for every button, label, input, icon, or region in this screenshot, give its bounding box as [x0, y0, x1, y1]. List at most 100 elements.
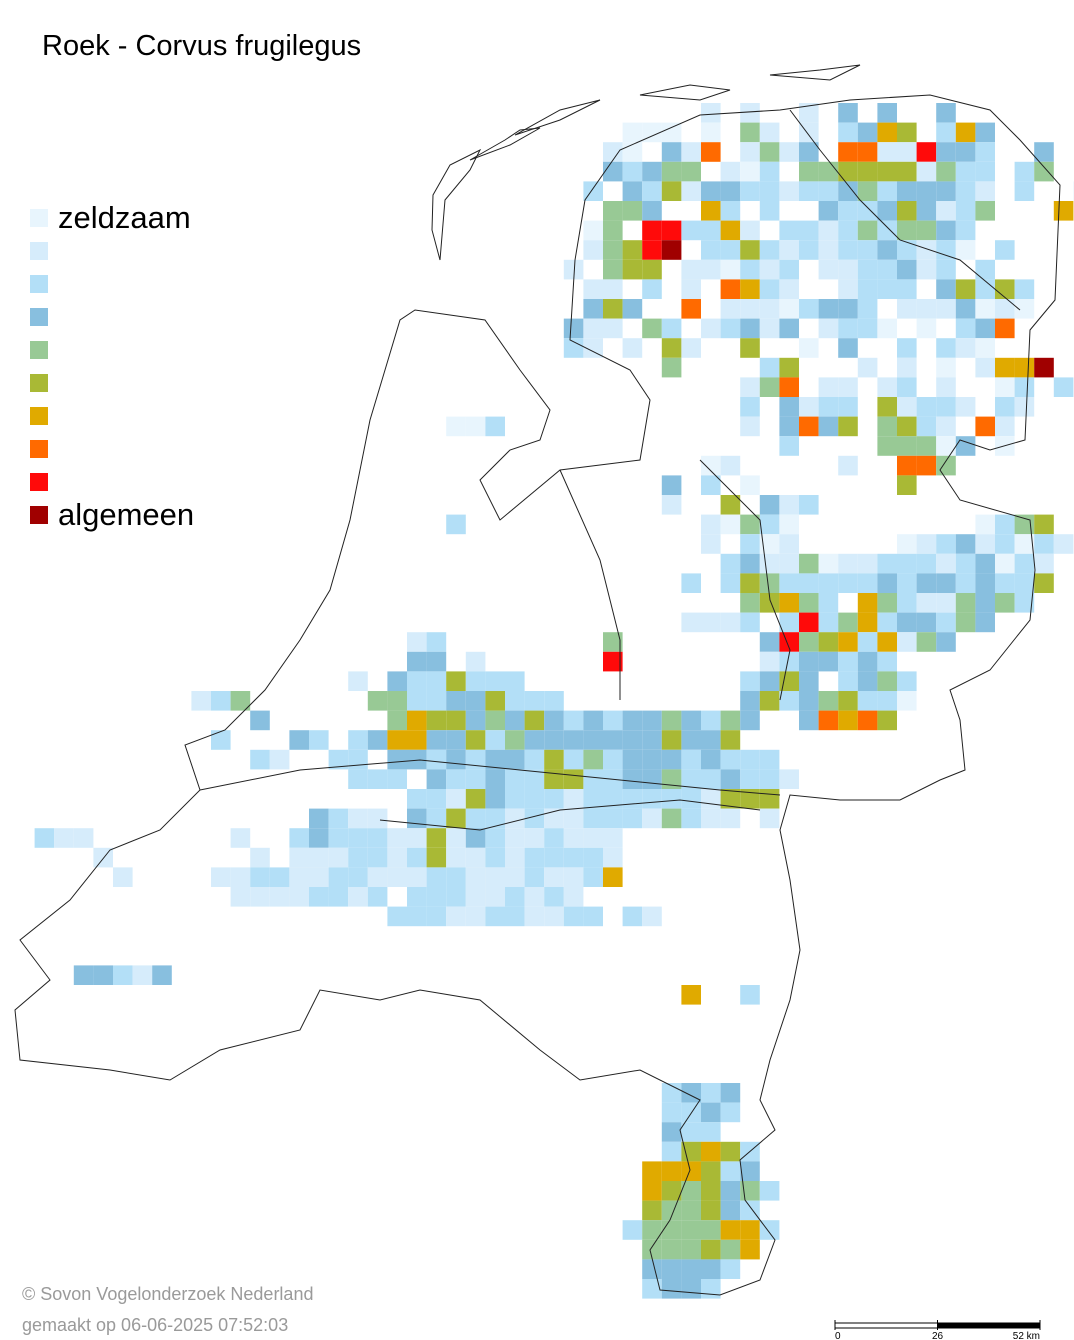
grid-cell — [975, 201, 995, 221]
grid-cell — [661, 1279, 682, 1299]
grid-cell — [524, 867, 545, 887]
grid-cell — [720, 553, 741, 574]
grid-cell — [485, 416, 505, 437]
grid-cell — [446, 847, 466, 868]
grid-cell — [465, 808, 486, 829]
grid-cell — [603, 259, 623, 280]
grid-cell — [720, 495, 741, 515]
grid-cell — [740, 1200, 760, 1221]
grid-cell — [975, 573, 995, 593]
grid-cell — [485, 691, 505, 711]
grid-cell — [995, 553, 1015, 574]
grid-cell — [877, 181, 897, 201]
grid-cell — [799, 122, 819, 143]
grid-cell — [681, 985, 701, 1005]
legend-swatch — [30, 275, 48, 293]
grid-cell — [524, 847, 545, 868]
grid-cell — [838, 240, 858, 260]
grid-cell — [701, 455, 721, 476]
grid-cell — [426, 847, 447, 868]
grid-cell — [779, 397, 799, 417]
grid-cell — [681, 710, 701, 731]
grid-cell — [701, 534, 721, 554]
grid-cell — [622, 749, 643, 770]
island — [639, 84, 731, 101]
grid-cell — [642, 1279, 662, 1299]
grid-cell — [485, 887, 505, 907]
grid-cell — [563, 318, 584, 339]
grid-cell — [701, 749, 721, 770]
created-date: gemaakt op 06-06-2025 07:52:03 — [22, 1315, 288, 1335]
grid-cell — [642, 749, 662, 770]
grid-cell — [603, 279, 623, 299]
grid-cell — [505, 769, 525, 789]
grid-cell — [740, 1220, 760, 1240]
grid-cell — [740, 416, 760, 437]
grid-cell — [446, 789, 466, 809]
grid-cell — [603, 651, 623, 672]
grid-cell — [779, 279, 799, 299]
grid-cell — [622, 259, 643, 280]
grid-cell — [583, 769, 603, 789]
grid-cell — [877, 573, 897, 593]
grid-cell — [1014, 534, 1035, 554]
grid-cell — [818, 612, 839, 633]
grid-cell — [955, 161, 976, 182]
scale-bar: 0 26 52 km — [834, 1320, 1041, 1340]
grid-cell — [681, 789, 701, 809]
grid-cell — [661, 789, 682, 809]
scale-label: 52 km — [1013, 1331, 1040, 1340]
grid-cell — [54, 828, 74, 848]
island — [469, 127, 541, 161]
grid-cell — [779, 769, 799, 789]
grid-cell — [720, 514, 741, 535]
grid-cell — [407, 887, 427, 907]
grid-cell — [563, 749, 584, 770]
grid-cell — [779, 259, 799, 280]
legend-label: algemeen — [58, 497, 194, 532]
grid-cell — [407, 808, 427, 829]
grid-cell — [642, 1259, 662, 1279]
grid-cell — [740, 181, 760, 201]
grid-cell — [485, 789, 505, 809]
grid-cell — [485, 906, 505, 927]
grid-cell — [897, 553, 917, 574]
grid-cell — [838, 553, 858, 574]
grid-cell — [838, 259, 858, 280]
grid-cell — [720, 455, 741, 476]
grid-cell — [1034, 514, 1054, 535]
grid-cell — [975, 553, 995, 574]
grid-cell — [975, 318, 995, 339]
grid-cell — [544, 847, 564, 868]
grid-cell — [465, 867, 486, 887]
grid-cell — [759, 553, 780, 574]
grid-cell — [642, 1239, 662, 1260]
grid-cell — [603, 220, 623, 241]
grid-cell — [759, 593, 780, 613]
grid-cell — [387, 847, 407, 868]
grid-cell — [799, 632, 819, 652]
grid-cell — [465, 730, 486, 750]
grid-cell — [544, 906, 564, 927]
grid-cell — [759, 201, 780, 221]
grid-cell — [897, 338, 917, 358]
grid-cell — [583, 808, 603, 829]
grid-cell — [877, 416, 897, 437]
grid-cell — [740, 220, 760, 241]
grid-cell — [720, 259, 741, 280]
grid-cell — [857, 259, 878, 280]
grid-cell — [779, 651, 799, 672]
grid-cell — [701, 181, 721, 201]
grid-cell — [465, 887, 486, 907]
grid-cell — [857, 142, 878, 162]
grid-cell — [720, 1102, 741, 1123]
grid-cell — [877, 671, 897, 691]
grid-cell — [524, 769, 545, 789]
grid-cell — [603, 318, 623, 339]
grid-cell — [465, 710, 486, 731]
legend-swatch — [30, 374, 48, 392]
grid-cell — [955, 201, 976, 221]
grid-cell — [348, 887, 368, 907]
grid-cell — [877, 103, 897, 123]
grid-cell — [995, 416, 1015, 437]
